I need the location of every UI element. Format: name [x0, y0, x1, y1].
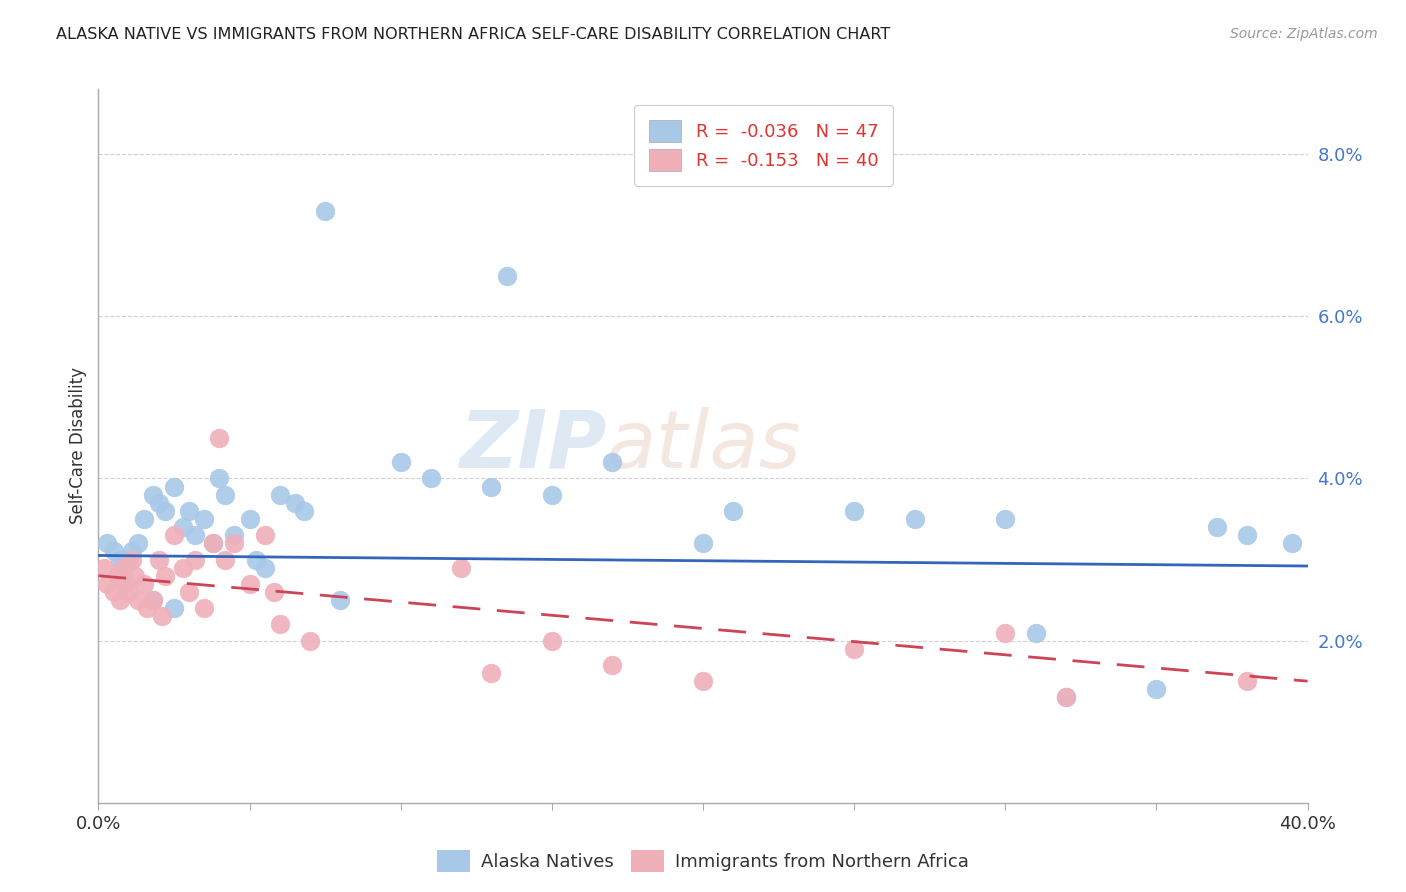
Point	[329, 593, 352, 607]
Point	[142, 593, 165, 607]
Point	[239, 512, 262, 526]
Point	[105, 568, 128, 582]
Point	[135, 601, 157, 615]
Point	[163, 601, 186, 615]
Point	[1054, 690, 1077, 705]
Point	[994, 512, 1017, 526]
Legend: Alaska Natives, Immigrants from Northern Africa: Alaska Natives, Immigrants from Northern…	[430, 843, 976, 880]
Point	[1024, 625, 1046, 640]
Point	[1281, 536, 1303, 550]
Point	[481, 666, 503, 681]
Point	[103, 544, 125, 558]
Point	[1236, 528, 1258, 542]
Text: ZIP: ZIP	[458, 407, 606, 485]
Point	[96, 536, 118, 550]
Point	[148, 552, 170, 566]
Point	[163, 479, 186, 493]
Point	[450, 560, 472, 574]
Point	[103, 585, 125, 599]
Point	[163, 528, 186, 542]
Point	[121, 544, 143, 558]
Point	[253, 528, 276, 542]
Point	[127, 536, 149, 550]
Point	[239, 577, 262, 591]
Text: atlas: atlas	[606, 407, 801, 485]
Point	[142, 488, 165, 502]
Point	[121, 552, 143, 566]
Text: ALASKA NATIVE VS IMMIGRANTS FROM NORTHERN AFRICA SELF-CARE DISABILITY CORRELATIO: ALASKA NATIVE VS IMMIGRANTS FROM NORTHER…	[56, 27, 890, 42]
Point	[172, 560, 194, 574]
Point	[723, 504, 745, 518]
Point	[142, 593, 165, 607]
Point	[1236, 674, 1258, 689]
Point	[292, 504, 315, 518]
Point	[132, 512, 155, 526]
Point	[193, 601, 215, 615]
Point	[150, 609, 173, 624]
Point	[224, 536, 246, 550]
Point	[214, 552, 236, 566]
Point	[540, 633, 562, 648]
Point	[202, 536, 225, 550]
Point	[202, 536, 225, 550]
Point	[540, 488, 562, 502]
Point	[245, 552, 267, 566]
Point	[179, 504, 201, 518]
Point	[153, 504, 176, 518]
Point	[314, 203, 336, 218]
Point	[692, 674, 714, 689]
Point	[132, 577, 155, 591]
Point	[844, 641, 866, 656]
Point	[495, 268, 517, 283]
Point	[844, 504, 866, 518]
Point	[214, 488, 236, 502]
Point	[193, 512, 215, 526]
Point	[111, 560, 134, 574]
Point	[299, 633, 322, 648]
Point	[127, 593, 149, 607]
Point	[602, 657, 624, 672]
Point	[602, 455, 624, 469]
Point	[148, 496, 170, 510]
Point	[179, 585, 201, 599]
Point	[263, 585, 285, 599]
Point	[208, 471, 231, 485]
Point	[184, 552, 207, 566]
Point	[1054, 690, 1077, 705]
Point	[253, 560, 276, 574]
Point	[172, 520, 194, 534]
Point	[389, 455, 412, 469]
Point	[118, 585, 141, 599]
Point	[904, 512, 927, 526]
Point	[269, 488, 291, 502]
Point	[93, 560, 115, 574]
Point	[153, 568, 176, 582]
Point	[1144, 682, 1167, 697]
Point	[420, 471, 443, 485]
Point	[96, 577, 118, 591]
Text: Source: ZipAtlas.com: Source: ZipAtlas.com	[1230, 27, 1378, 41]
Point	[481, 479, 503, 493]
Point	[1206, 520, 1229, 534]
Point	[114, 577, 136, 591]
Point	[208, 431, 231, 445]
Point	[108, 552, 131, 566]
Point	[994, 625, 1017, 640]
Point	[284, 496, 307, 510]
Point	[269, 617, 291, 632]
Point	[184, 528, 207, 542]
Point	[111, 568, 134, 582]
Y-axis label: Self-Care Disability: Self-Care Disability	[69, 368, 87, 524]
Point	[692, 536, 714, 550]
Point	[124, 568, 146, 582]
Point	[118, 552, 141, 566]
Point	[224, 528, 246, 542]
Point	[108, 593, 131, 607]
